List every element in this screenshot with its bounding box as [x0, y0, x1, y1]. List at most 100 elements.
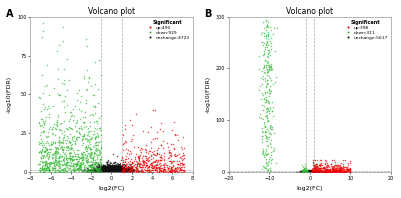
- Point: [98, 114, 104, 118]
- Point: [302, 170, 308, 173]
- Point: [95, 164, 102, 167]
- Point: [107, 169, 113, 173]
- Point: [310, 170, 316, 173]
- Point: [312, 170, 318, 174]
- Point: [305, 170, 311, 173]
- Point: [324, 170, 331, 173]
- Point: [303, 170, 309, 173]
- Point: [113, 167, 119, 170]
- Point: [114, 169, 121, 172]
- Point: [119, 169, 125, 173]
- Point: [308, 170, 314, 173]
- Point: [114, 170, 120, 174]
- Point: [300, 170, 307, 173]
- Point: [312, 170, 319, 173]
- Point: [305, 170, 311, 173]
- Point: [312, 170, 319, 173]
- Point: [154, 136, 160, 140]
- Point: [310, 170, 317, 173]
- Point: [302, 170, 308, 173]
- Point: [164, 142, 170, 145]
- Point: [111, 170, 117, 173]
- Point: [96, 170, 102, 173]
- Point: [111, 169, 117, 172]
- Point: [105, 170, 111, 173]
- Point: [303, 170, 309, 173]
- Point: [47, 161, 53, 164]
- Point: [126, 169, 132, 172]
- Point: [304, 170, 311, 173]
- Point: [107, 167, 114, 170]
- Point: [107, 168, 114, 171]
- Point: [115, 168, 121, 171]
- Point: [305, 170, 312, 173]
- Point: [119, 166, 126, 169]
- Point: [310, 170, 316, 173]
- Point: [306, 170, 313, 173]
- Point: [303, 170, 310, 173]
- Point: [108, 168, 114, 171]
- Point: [107, 170, 113, 173]
- Point: [110, 169, 117, 172]
- Point: [102, 169, 109, 172]
- Point: [97, 170, 103, 173]
- Point: [99, 169, 106, 173]
- Point: [303, 170, 309, 174]
- Point: [111, 170, 117, 173]
- Point: [120, 170, 126, 173]
- Point: [111, 167, 117, 170]
- Point: [116, 169, 123, 173]
- Point: [310, 170, 316, 173]
- Point: [300, 170, 307, 173]
- Point: [101, 169, 107, 172]
- Point: [267, 156, 273, 159]
- Point: [94, 169, 100, 173]
- Point: [102, 170, 109, 174]
- Point: [111, 170, 117, 173]
- Point: [306, 170, 312, 173]
- Point: [310, 170, 316, 173]
- Point: [115, 170, 121, 173]
- Point: [111, 169, 118, 173]
- Point: [308, 170, 315, 173]
- Point: [45, 169, 52, 172]
- Point: [309, 170, 315, 173]
- Point: [107, 170, 114, 173]
- Point: [306, 170, 313, 173]
- Point: [132, 166, 138, 169]
- Point: [105, 170, 112, 173]
- Point: [98, 168, 104, 171]
- Point: [307, 169, 313, 173]
- Point: [310, 170, 316, 173]
- Point: [337, 170, 344, 173]
- Point: [114, 169, 120, 172]
- Point: [303, 170, 310, 173]
- Point: [270, 105, 276, 109]
- Point: [309, 170, 315, 173]
- Point: [123, 170, 129, 173]
- Point: [305, 170, 311, 173]
- Point: [177, 170, 184, 173]
- Point: [307, 170, 313, 174]
- Point: [303, 170, 309, 173]
- Point: [301, 170, 307, 174]
- Point: [259, 150, 266, 153]
- Point: [99, 167, 106, 170]
- Point: [95, 168, 102, 171]
- Point: [86, 141, 92, 144]
- Point: [306, 170, 312, 173]
- Point: [104, 169, 110, 172]
- Point: [117, 170, 124, 173]
- Point: [100, 169, 106, 172]
- Point: [336, 169, 342, 172]
- Point: [104, 168, 111, 171]
- Point: [305, 170, 312, 173]
- Point: [303, 170, 310, 173]
- Point: [306, 170, 312, 173]
- Point: [91, 170, 98, 173]
- Point: [115, 169, 121, 172]
- Point: [308, 170, 315, 173]
- Point: [311, 170, 318, 173]
- Point: [331, 169, 337, 172]
- Point: [179, 162, 185, 166]
